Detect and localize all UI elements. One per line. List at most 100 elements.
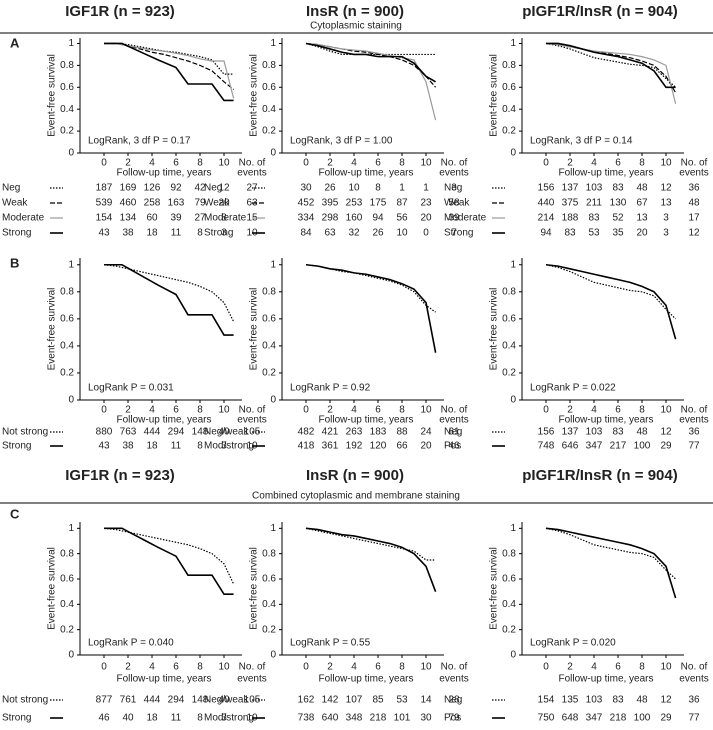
- y-tick-label: 0: [270, 395, 276, 406]
- at-risk-count: 87: [396, 198, 408, 209]
- y-tick-label: 0.2: [262, 624, 276, 635]
- at-risk-count: 48: [636, 695, 648, 706]
- legend-label: Strong: [2, 441, 31, 452]
- at-risk-count: 294: [168, 427, 185, 438]
- column-header: pIGF1R/InsR (n = 904): [522, 3, 677, 20]
- at-risk-count: 648: [562, 713, 579, 724]
- survival-curve: [104, 42, 234, 75]
- at-risk-count: 46: [98, 713, 110, 724]
- at-risk-count: 29: [660, 441, 672, 452]
- at-risk-count: 26: [324, 183, 336, 194]
- y-tick-label: 1: [68, 523, 74, 534]
- y-axis-label: Event-free survival: [249, 547, 260, 630]
- legend-label: Moderate: [444, 213, 487, 224]
- x-axis-label: Follow-up time, years: [558, 674, 653, 685]
- at-risk-count: 40: [218, 695, 230, 706]
- x-tick-label: 8: [399, 158, 405, 169]
- events-header: No. of: [681, 662, 708, 673]
- at-risk-count: 43: [98, 228, 110, 239]
- y-tick-label: 0.4: [502, 599, 516, 610]
- at-risk-count: 8: [197, 441, 203, 452]
- event-count: 77: [688, 713, 700, 724]
- y-tick-label: 0.2: [60, 624, 74, 635]
- y-tick-label: 0: [68, 148, 74, 159]
- at-risk-count: 211: [586, 198, 602, 209]
- x-tick-label: 6: [615, 158, 621, 169]
- y-axis-label: Event-free survival: [489, 54, 500, 137]
- x-tick-label: 2: [567, 158, 573, 169]
- x-axis-label: Follow-up time, years: [318, 168, 413, 179]
- at-risk-count: 35: [612, 228, 624, 239]
- at-risk-count: 154: [96, 213, 113, 224]
- survival-curve: [545, 264, 677, 320]
- at-risk-count: 63: [324, 228, 336, 239]
- x-tick-label: 8: [197, 405, 203, 416]
- at-risk-count: 361: [322, 441, 339, 452]
- at-risk-count: 83: [564, 228, 576, 239]
- at-risk-count: 32: [348, 228, 360, 239]
- survival-curve: [104, 42, 234, 102]
- at-risk-count: 48: [636, 427, 648, 438]
- legend-label: Moderate: [204, 213, 247, 224]
- at-risk-count: 163: [168, 198, 185, 209]
- annotation: LogRank P = 0.55: [290, 638, 371, 649]
- survival-curve: [103, 264, 235, 322]
- x-tick-label: 6: [615, 662, 621, 673]
- annotation: LogRank P = 0.031: [88, 383, 174, 394]
- at-risk-count: 24: [420, 427, 432, 438]
- events-header: events: [679, 415, 708, 426]
- at-risk-count: 375: [562, 198, 579, 209]
- at-risk-count: 11: [171, 441, 182, 452]
- legend-label: Strong: [204, 228, 233, 239]
- x-tick-label: 2: [327, 158, 333, 169]
- y-tick-label: 0.4: [262, 599, 276, 610]
- at-risk-count: 101: [394, 713, 411, 724]
- y-tick-label: 0.8: [60, 548, 74, 559]
- annotation: LogRank P = 0.040: [88, 638, 174, 649]
- at-risk-count: 763: [120, 427, 137, 438]
- x-tick-label: 6: [173, 405, 179, 416]
- annotation: LogRank P = 0.022: [530, 383, 616, 394]
- y-tick-label: 0: [510, 650, 516, 661]
- at-risk-count: 12: [660, 427, 672, 438]
- y-tick-label: 1: [510, 259, 516, 270]
- at-risk-count: 183: [370, 427, 387, 438]
- event-count: 61: [448, 427, 460, 438]
- survival-curve: [305, 263, 437, 353]
- at-risk-count: 20: [218, 198, 230, 209]
- x-tick-label: 10: [420, 158, 432, 169]
- events-header: events: [439, 674, 468, 685]
- survival-curve: [545, 42, 677, 88]
- y-tick-label: 0.2: [262, 368, 276, 379]
- at-risk-count: 135: [562, 695, 579, 706]
- section-title: Cytoplasmic staining: [310, 21, 402, 32]
- x-tick-label: 6: [173, 158, 179, 169]
- x-tick-label: 0: [543, 662, 549, 673]
- at-risk-count: 18: [146, 228, 158, 239]
- at-risk-count: 347: [586, 441, 603, 452]
- x-axis-label: Follow-up time, years: [318, 415, 413, 426]
- at-risk-count: 14: [420, 695, 432, 706]
- survival-curve: [545, 527, 677, 580]
- x-tick-label: 2: [567, 405, 573, 416]
- x-axis-label: Follow-up time, years: [116, 415, 211, 426]
- column-header: pIGF1R/InsR (n = 904): [522, 467, 677, 484]
- events-header: events: [237, 415, 266, 426]
- legend-label: Not strong: [2, 695, 48, 706]
- at-risk-count: 134: [120, 213, 137, 224]
- y-axis-label: Event-free survival: [47, 54, 58, 137]
- at-risk-count: 347: [586, 713, 603, 724]
- x-tick-label: 2: [125, 662, 131, 673]
- at-risk-count: 13: [636, 213, 648, 224]
- at-risk-count: 30: [420, 713, 432, 724]
- legend-label: Not strong: [2, 427, 48, 438]
- legend-label: Neg: [444, 183, 462, 194]
- at-risk-count: 8: [375, 183, 381, 194]
- at-risk-count: 175: [370, 198, 387, 209]
- at-risk-count: 214: [538, 213, 555, 224]
- y-tick-label: 0.8: [262, 60, 276, 71]
- y-tick-label: 1: [68, 38, 74, 49]
- x-tick-label: 10: [218, 158, 230, 169]
- y-tick-label: 0.8: [262, 286, 276, 297]
- x-tick-label: 4: [149, 158, 155, 169]
